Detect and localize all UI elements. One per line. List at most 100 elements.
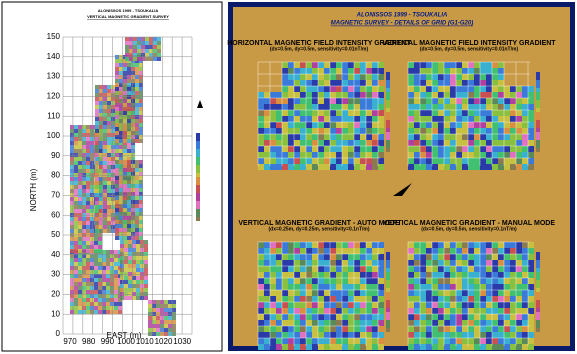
map-cell — [528, 122, 534, 128]
survey-cell — [115, 111, 119, 115]
map-cell — [300, 92, 306, 98]
map-cell — [486, 98, 492, 104]
map-cell — [258, 296, 264, 302]
survey-cell — [127, 236, 131, 240]
survey-cell — [140, 264, 144, 268]
map-cell — [282, 278, 288, 284]
map-cell — [462, 260, 468, 266]
map-cell — [264, 128, 270, 134]
survey-cell — [70, 141, 74, 145]
survey-cell — [131, 208, 135, 212]
map-cell — [522, 344, 528, 350]
map-cell — [474, 62, 480, 68]
map-cell — [300, 320, 306, 326]
survey-cell — [70, 302, 74, 306]
survey-cell — [115, 164, 119, 168]
survey-cell — [90, 157, 94, 161]
survey-cell — [111, 97, 115, 101]
map-cell — [366, 260, 372, 266]
map-cell — [294, 104, 300, 110]
map-cell — [270, 128, 276, 134]
map-cell — [504, 296, 510, 302]
survey-cell — [107, 229, 111, 233]
survey-cell — [99, 181, 103, 185]
map-cell — [336, 104, 342, 110]
survey-cell — [123, 153, 127, 157]
survey-cell — [115, 204, 119, 208]
y-tick-label: 40 — [51, 250, 60, 259]
map-cell — [282, 308, 288, 314]
map-cell — [498, 326, 504, 332]
survey-cell — [70, 266, 74, 270]
map-cell — [264, 308, 270, 314]
map-cell — [294, 80, 300, 86]
map-cell — [378, 278, 384, 284]
map-cell — [324, 80, 330, 86]
map-cell — [426, 140, 432, 146]
map-cell — [264, 284, 270, 290]
survey-cell — [157, 41, 161, 45]
survey-cell — [95, 185, 99, 189]
survey-cell — [115, 75, 119, 79]
map-cell — [294, 62, 300, 68]
map-cell — [306, 86, 312, 92]
survey-cell — [120, 276, 124, 280]
survey-cell — [86, 221, 90, 225]
survey-cell — [107, 161, 111, 165]
map-cell — [414, 320, 420, 326]
survey-cell — [131, 131, 135, 135]
survey-cell — [107, 109, 111, 113]
survey-cell — [95, 197, 99, 201]
map-cell — [522, 272, 528, 278]
map-cell — [360, 158, 366, 164]
survey-cell — [107, 181, 111, 185]
map-cell — [426, 254, 432, 260]
survey-cell — [95, 121, 99, 125]
map-cell — [294, 272, 300, 278]
map-cell — [342, 302, 348, 308]
map-cell — [420, 92, 426, 98]
map-cell — [336, 326, 342, 332]
map-cell — [426, 278, 432, 284]
map-cell — [468, 116, 474, 122]
survey-cell — [107, 149, 111, 153]
survey-cell — [106, 258, 110, 262]
map-cell — [282, 80, 288, 86]
survey-cell — [144, 296, 148, 300]
map-cell — [450, 98, 456, 104]
survey-cell — [124, 256, 128, 260]
map-cell — [378, 284, 384, 290]
map-cell — [270, 332, 276, 338]
survey-cell — [70, 169, 74, 173]
survey-cell — [120, 280, 124, 284]
survey-cell — [70, 145, 74, 149]
map-cell — [342, 62, 348, 68]
map-cell — [504, 254, 510, 260]
map-cell — [378, 140, 384, 146]
map-cell — [516, 284, 522, 290]
map-cell — [300, 272, 306, 278]
map-cell — [444, 140, 450, 146]
survey-cell — [141, 49, 145, 53]
map-cell — [474, 332, 480, 338]
map-cell — [336, 86, 342, 92]
map-cell — [462, 338, 468, 344]
map-cell — [330, 302, 336, 308]
map-cell — [300, 314, 306, 320]
map-cell — [480, 74, 486, 80]
survey-cell — [114, 262, 118, 266]
survey-cell — [86, 181, 90, 185]
survey-cell — [115, 123, 119, 127]
survey-cell — [70, 290, 74, 294]
map-cell — [456, 68, 462, 74]
map-cell — [336, 272, 342, 278]
map-cell — [510, 140, 516, 146]
map-cell — [330, 116, 336, 122]
map-cell — [432, 146, 438, 152]
map-cell — [306, 98, 312, 104]
map-cell — [426, 332, 432, 338]
map-cell — [300, 344, 306, 350]
map-cell — [294, 290, 300, 296]
map-cell — [366, 320, 372, 326]
map-cell — [480, 254, 486, 260]
